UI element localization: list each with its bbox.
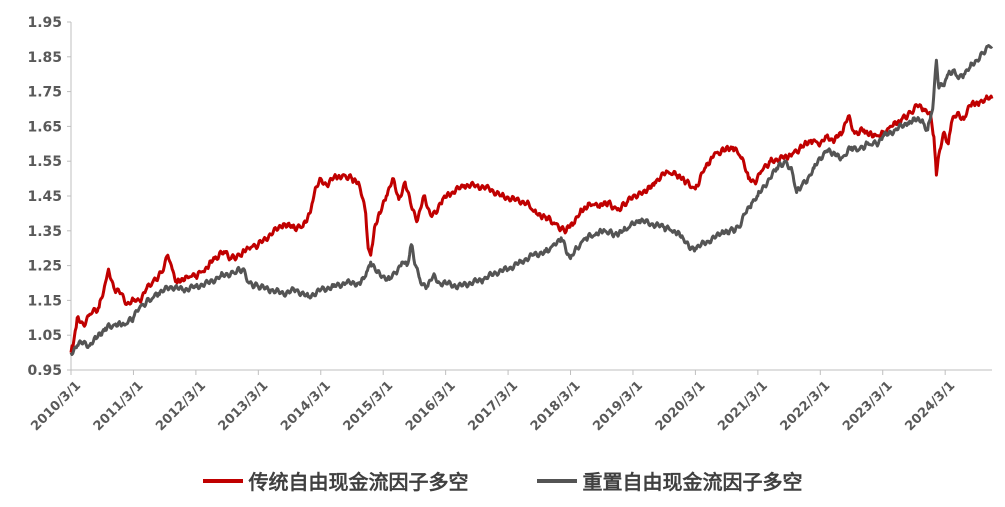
legend-swatch-traditional <box>202 478 243 483</box>
x-axis: 2010/3/1 2011/3/1 2012/3/1 2013/3/1 2014/3/1… <box>28 369 992 434</box>
legend-item-traditional: 传统自由现金流因子多空 <box>202 466 469 495</box>
x-tick-label: 2018/3/1 <box>528 378 584 434</box>
y-tick-label: 1.45 <box>27 189 62 205</box>
legend-item-reset: 重置自由现金流因子多空 <box>536 466 803 495</box>
y-tick-label: 1.25 <box>27 259 62 275</box>
x-tick-label: 2021/3/1 <box>715 378 771 434</box>
series-line-reset <box>69 44 994 356</box>
x-tick-label: 2024/3/1 <box>903 378 959 434</box>
x-tick-label: 2015/3/1 <box>341 378 397 434</box>
y-tick-label: 1.15 <box>27 293 62 309</box>
x-tick-label: 2017/3/1 <box>465 378 521 434</box>
y-tick-label: 1.65 <box>27 119 62 135</box>
y-tick-label: 1.85 <box>27 50 62 66</box>
legend-swatch-reset <box>536 478 577 483</box>
y-tick-label: 1.55 <box>27 154 62 170</box>
line-chart: 0.95 1.05 1.15 1.25 1.35 1.45 1.55 1.65 1.75 1.85… <box>27 15 994 434</box>
x-tick-label: 2020/3/1 <box>653 378 709 434</box>
x-tick-label: 2022/3/1 <box>778 378 834 434</box>
x-tick-label: 2019/3/1 <box>590 378 646 434</box>
legend-label-reset: 重置自由现金流因子多空 <box>582 470 803 494</box>
x-tick-label: 2016/3/1 <box>403 378 459 434</box>
y-tick-label: 1.75 <box>27 85 62 101</box>
series-lines <box>69 44 994 356</box>
y-tick-label: 0.95 <box>27 363 62 379</box>
y-axis: 0.95 1.05 1.15 1.25 1.35 1.45 1.55 1.65 1.75 1.85… <box>27 15 72 379</box>
y-tick-label: 1.35 <box>27 224 62 240</box>
x-tick-label: 2012/3/1 <box>153 378 209 434</box>
x-tick-label: 2011/3/1 <box>91 378 147 434</box>
x-tick-label: 2013/3/1 <box>216 378 272 434</box>
x-tick-label: 2023/3/1 <box>840 378 896 434</box>
y-tick-label: 1.05 <box>27 328 62 344</box>
x-tick-label: 2014/3/1 <box>278 378 334 434</box>
y-tick-label: 1.95 <box>27 15 62 31</box>
legend-label-traditional: 传统自由现金流因子多空 <box>248 470 469 494</box>
legend: 传统自由现金流因子多空 重置自由现金流因子多空 <box>0 466 1005 495</box>
series-line-traditional <box>69 94 994 353</box>
x-tick-label: 2010/3/1 <box>28 378 84 434</box>
